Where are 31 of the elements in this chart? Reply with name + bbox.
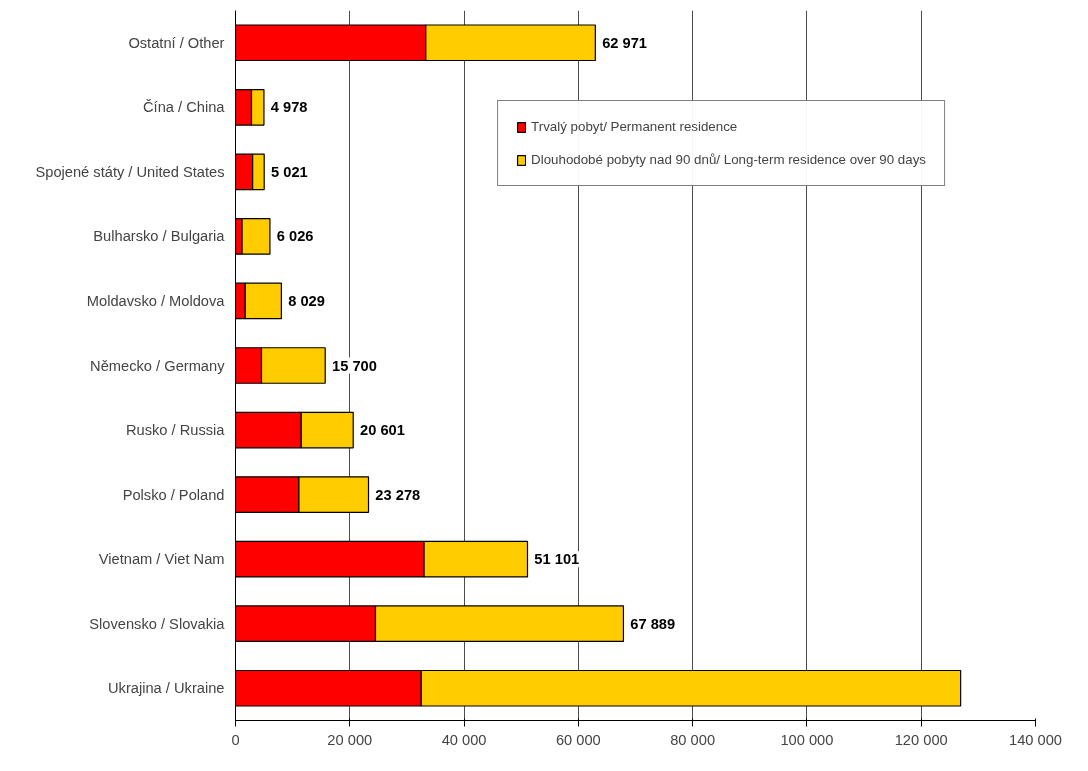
x-tick-label: 40 000 (441, 731, 487, 748)
x-tick-label: 0 (231, 731, 240, 748)
total-label: 6 026 (276, 228, 314, 245)
legend-label: Trvalý pobyt/ Permanent residence (531, 119, 738, 134)
y-tick-label: Vietnam / Viet Nam (98, 551, 225, 568)
y-tick-label: Polsko / Poland (122, 486, 225, 503)
y-tick-label: Ukrajina / Ukraine (108, 680, 225, 697)
y-tick-label: Spojené státy / United States (35, 163, 225, 180)
y-tick-label: Moldavsko / Moldova (86, 292, 226, 309)
x-tick-label: 80 000 (670, 731, 716, 748)
y-tick-label: Čína / China (143, 99, 226, 116)
total-label: 62 971 (602, 34, 648, 51)
x-tick-label: 140 000 (1009, 731, 1062, 748)
x-tick-label: 120 000 (894, 731, 948, 748)
total-label: 5 021 (271, 163, 308, 180)
y-tick-label: Ostatní / Other (128, 34, 225, 51)
x-tick-label: 20 000 (327, 731, 373, 748)
y-tick-label: Německo / Germany (90, 357, 226, 374)
total-label: 20 601 (360, 422, 405, 439)
y-tick-label: Bulharsko / Bulgaria (93, 228, 226, 245)
total-label: 4 978 (270, 99, 308, 116)
y-tick-label: Slovensko / Slovakia (89, 615, 226, 632)
legend-label: Dlouhodobé pobyty nad 90 dnů/ Long-term residence over 90 days (531, 152, 926, 167)
total-label: 15 700 (332, 357, 377, 374)
total-label: 67 889 (630, 615, 676, 632)
x-tick-label: 60 000 (555, 731, 601, 748)
x-tick-label: 100 000 (780, 731, 834, 748)
total-label: 23 278 (375, 486, 421, 503)
total-label: 51 101 (534, 551, 580, 568)
y-tick-label: Rusko / Russia (125, 422, 226, 439)
total-label: 8 029 (288, 292, 325, 309)
